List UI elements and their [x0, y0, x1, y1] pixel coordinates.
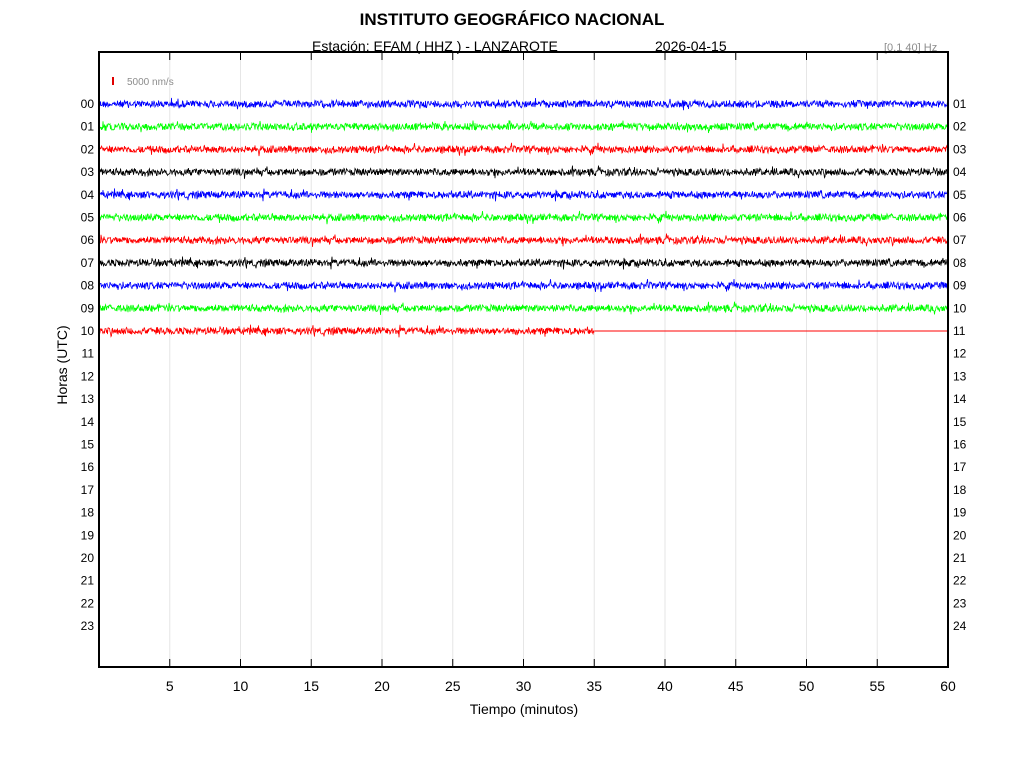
right-hour-label: 08 [953, 256, 967, 270]
right-hour-label: 11 [953, 324, 966, 338]
left-hour-label: 20 [81, 551, 95, 565]
right-hour-label: 22 [953, 574, 967, 588]
left-hour-label: 09 [81, 301, 95, 315]
left-hour-label: 13 [81, 392, 95, 406]
seismic-trace-03 [98, 165, 949, 179]
seismic-trace-04 [98, 188, 949, 202]
right-hour-label: 04 [953, 165, 967, 179]
right-hour-label: 06 [953, 211, 967, 225]
x-tick-label: 60 [940, 678, 956, 694]
right-hour-label: 20 [953, 528, 967, 542]
right-hour-label: 01 [953, 97, 967, 111]
x-tick-label: 25 [445, 678, 461, 694]
x-axis-label: Tiempo (minutos) [469, 701, 579, 717]
right-hour-label: 02 [953, 120, 967, 134]
right-hour-label: 17 [953, 460, 967, 474]
right-hour-label: 24 [953, 619, 967, 633]
left-hour-label: 21 [81, 574, 95, 588]
x-tick-label: 15 [303, 678, 319, 694]
right-hour-label: 03 [953, 142, 967, 156]
left-hour-label: 03 [81, 165, 95, 179]
right-hour-label: 13 [953, 369, 967, 383]
left-hour-label: 18 [81, 506, 95, 520]
left-hour-label: 04 [81, 188, 95, 202]
scale-bar-label: 5000 nm/s [127, 77, 174, 88]
left-hour-label: 07 [81, 256, 95, 270]
date-label: 2026-04-15 [655, 38, 727, 54]
seismic-trace-08 [98, 278, 949, 293]
left-hour-label: 11 [82, 347, 95, 361]
right-hour-label: 09 [953, 279, 967, 293]
x-tick-label: 50 [799, 678, 815, 694]
right-hour-label: 14 [953, 392, 967, 406]
seismic-trace-09 [98, 301, 949, 316]
left-hour-label: 19 [81, 528, 95, 542]
left-hour-label: 16 [81, 460, 95, 474]
left-hour-label: 14 [81, 415, 95, 429]
left-hour-label: 15 [81, 438, 95, 452]
right-hour-label: 15 [953, 415, 967, 429]
x-tick-label: 55 [869, 678, 885, 694]
seismic-trace-00 [98, 97, 949, 111]
x-tick-label: 10 [233, 678, 249, 694]
left-hour-label: 06 [81, 233, 95, 247]
right-hour-label: 05 [953, 188, 967, 202]
seismic-trace-02 [98, 142, 949, 157]
seismic-trace-06 [98, 233, 949, 247]
right-hour-label: 23 [953, 596, 967, 610]
left-hour-label: 17 [81, 483, 95, 497]
left-hour-label: 05 [81, 211, 95, 225]
right-hour-label: 16 [953, 438, 967, 452]
right-hour-label: 12 [953, 347, 967, 361]
x-tick-label: 40 [657, 678, 673, 694]
right-hour-label: 18 [953, 483, 967, 497]
left-hour-label: 00 [81, 97, 95, 111]
right-hour-label: 19 [953, 506, 967, 520]
left-hour-label: 10 [81, 324, 95, 338]
x-tick-label: 5 [166, 678, 174, 694]
x-tick-label: 45 [728, 678, 744, 694]
scale-bar [112, 77, 114, 85]
left-hour-label: 12 [81, 369, 95, 383]
chart-title: INSTITUTO GEOGRÁFICO NACIONAL [359, 10, 665, 29]
seismic-trace-01 [98, 120, 949, 134]
left-hour-label: 22 [81, 596, 95, 610]
left-hour-label: 02 [81, 142, 95, 156]
left-hour-label: 08 [81, 279, 95, 293]
x-tick-label: 35 [586, 678, 602, 694]
right-hour-label: 21 [953, 551, 967, 565]
seismic-trace-10 [98, 324, 595, 338]
left-hour-label: 01 [81, 120, 95, 134]
left-hour-label: 23 [81, 619, 95, 633]
x-tick-label: 20 [374, 678, 390, 694]
right-hour-label: 10 [953, 301, 967, 315]
right-hour-label: 07 [953, 233, 967, 247]
x-tick-label: 30 [516, 678, 532, 694]
station-label: Estación: EFAM ( HHZ ) - LANZAROTE [312, 38, 558, 54]
seismic-trace-05 [98, 210, 949, 225]
seismic-trace-07 [98, 256, 949, 270]
plot-frame [98, 51, 949, 668]
